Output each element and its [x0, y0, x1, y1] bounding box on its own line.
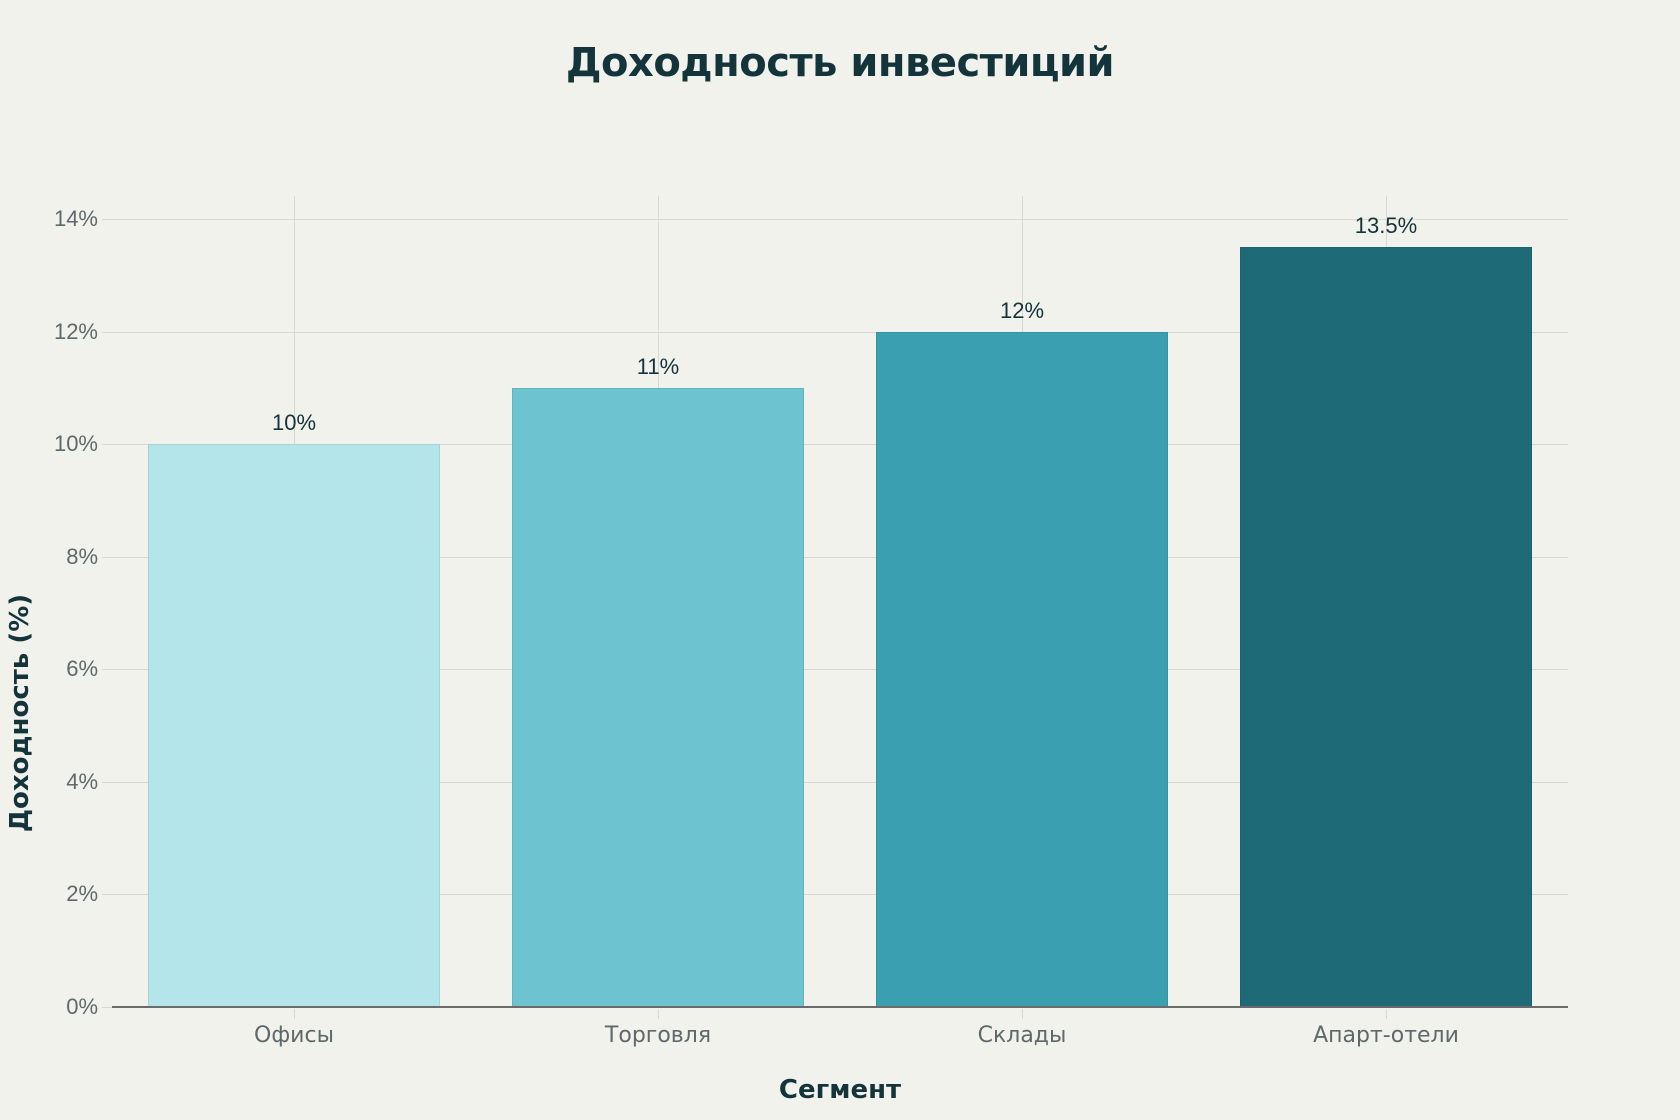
y-axis-title: Доходность (%)	[5, 593, 35, 833]
x-axis-line	[112, 1006, 1568, 1008]
x-tick-mark	[1022, 1009, 1023, 1019]
gridline-horizontal	[112, 219, 1568, 220]
bar-value-label: 13.5%	[1354, 213, 1418, 239]
x-tick-label: Офисы	[254, 1023, 334, 1048]
gridline-horizontal	[112, 669, 1568, 671]
bar-4[interactable]	[1240, 247, 1532, 1007]
y-tick-label: 6%	[66, 656, 98, 682]
y-tick-mark	[102, 219, 112, 220]
y-tick-label: 0%	[66, 994, 98, 1019]
y-tick-mark	[102, 669, 112, 671]
y-tick-label: 2%	[66, 881, 98, 907]
gridline-horizontal	[112, 556, 1568, 558]
y-tick-mark	[102, 331, 112, 333]
y-tick-mark	[102, 781, 112, 783]
bar-value-label: 12%	[999, 297, 1045, 323]
bar-value-label: 10%	[271, 410, 317, 436]
gridline-horizontal	[112, 444, 1568, 446]
gridline-horizontal	[112, 894, 1568, 896]
y-tick-label: 12%	[53, 318, 98, 344]
y-tick-mark	[102, 1007, 112, 1008]
x-axis-title: Сегмент	[778, 1075, 902, 1105]
x-tick-label: Апарт-отели	[1313, 1023, 1459, 1048]
y-tick-label: 10%	[53, 431, 98, 457]
chart-title: Доходность инвестиций	[565, 40, 1115, 86]
x-tick-mark	[1386, 1009, 1387, 1019]
gridline-horizontal	[112, 781, 1568, 783]
y-tick-label: 8%	[66, 543, 98, 569]
y-tick-mark	[102, 556, 112, 558]
x-tick-mark	[658, 1009, 659, 1019]
x-tick-mark	[294, 1009, 295, 1019]
plot-area: 10% 11% 12% 13.5%	[112, 196, 1568, 1008]
y-tick-mark	[102, 444, 112, 446]
bar-3[interactable]	[876, 331, 1168, 1007]
bar-value-label: 11%	[636, 353, 680, 379]
x-tick-label: Торговля	[604, 1023, 712, 1048]
y-tick-label: 4%	[66, 768, 98, 794]
y-tick-label: 14%	[53, 206, 98, 231]
y-tick-mark	[102, 894, 112, 896]
bar-2[interactable]	[512, 387, 804, 1007]
gridline-horizontal	[112, 331, 1568, 333]
bar-1[interactable]	[148, 444, 440, 1007]
x-tick-label: Склады	[977, 1023, 1067, 1048]
